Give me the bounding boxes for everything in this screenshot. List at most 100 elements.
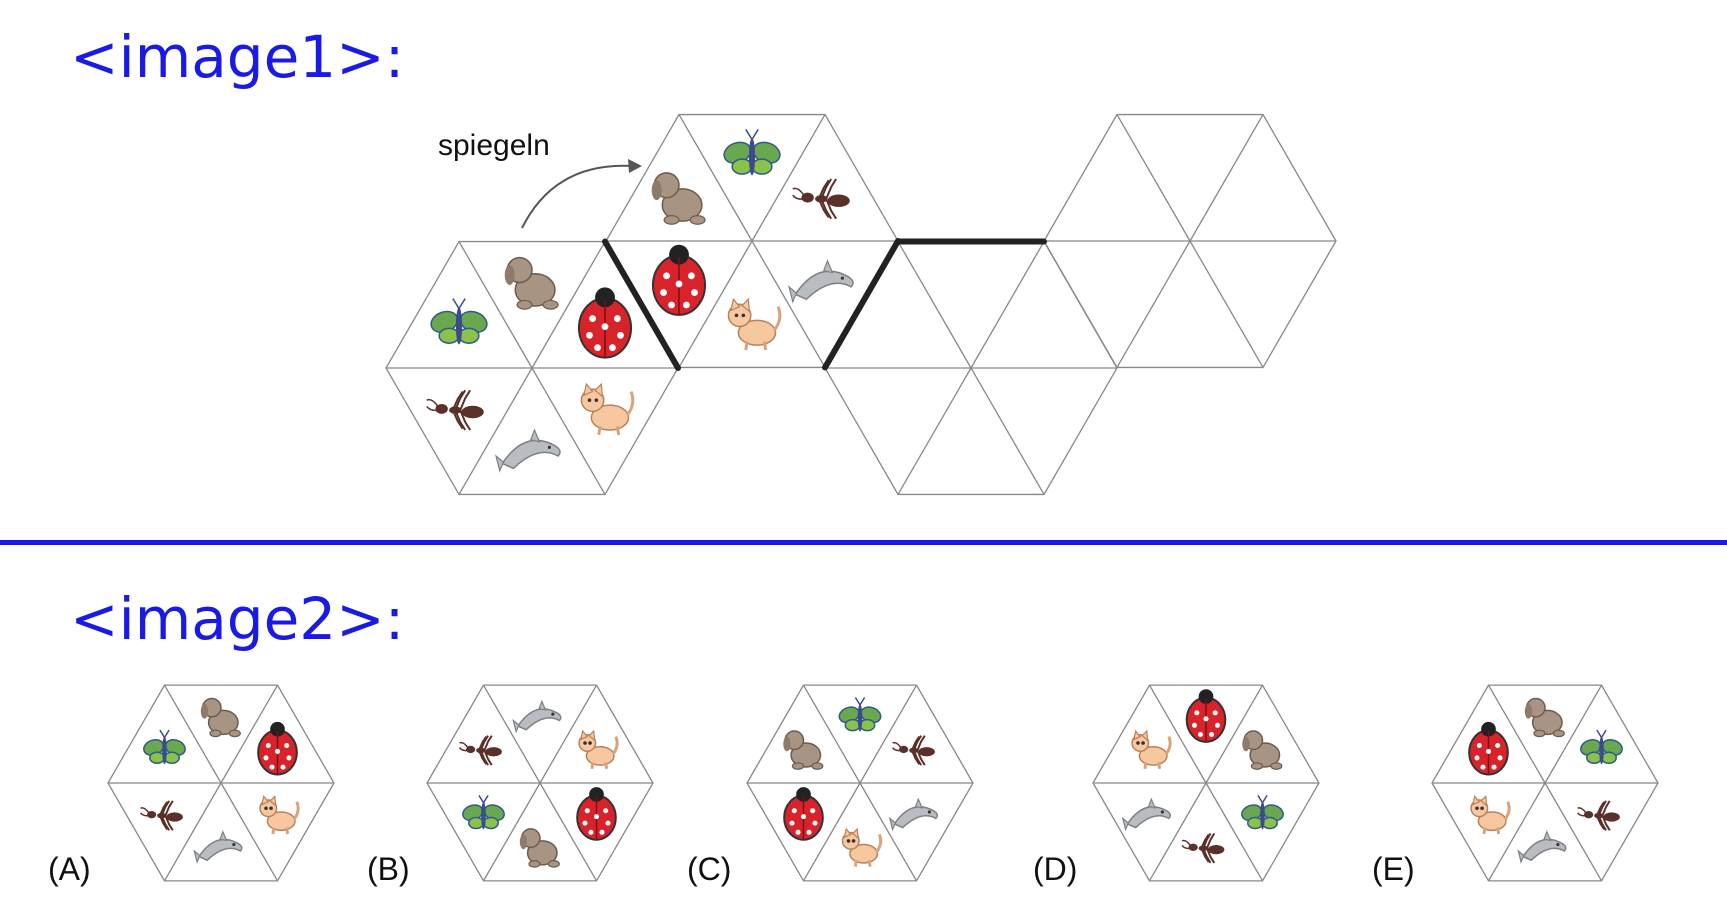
dog-icon — [504, 256, 559, 310]
butterfly-icon — [1241, 794, 1284, 830]
dog-icon — [1242, 730, 1283, 770]
net-hexagon-mirrored — [605, 113, 899, 369]
butterfly-icon — [1580, 729, 1623, 765]
triangle-edge — [539, 684, 598, 784]
triangle-edge — [482, 782, 541, 882]
dolphin-icon — [888, 797, 939, 832]
triangle-edge — [163, 782, 222, 882]
dog-icon — [1524, 697, 1565, 738]
triangle-edge — [859, 782, 918, 882]
dolphin-icon — [788, 259, 854, 304]
ant-icon — [792, 178, 850, 220]
butterfly-icon — [430, 298, 488, 345]
dog-icon — [651, 172, 706, 225]
option-hexagon-1 — [107, 684, 335, 882]
ant-icon — [458, 735, 502, 766]
option-hexagon-4 — [1092, 684, 1320, 882]
ladybug-icon — [257, 721, 298, 776]
triangle-edge — [1189, 114, 1264, 242]
dolphin-icon — [193, 830, 243, 864]
cat-icon — [580, 382, 635, 436]
option-hexagon-3 — [746, 684, 974, 882]
triangle-edge — [802, 684, 861, 784]
triangle-edge — [163, 684, 222, 784]
option-hexagon-5 — [1431, 684, 1659, 882]
cat-icon — [841, 827, 883, 867]
option-letter: (C) — [687, 851, 731, 887]
butterfly-icon — [462, 794, 505, 830]
triangle-edge — [1487, 782, 1546, 882]
cat-icon — [727, 297, 782, 351]
ladybug-icon — [651, 244, 707, 316]
ladybug-icon — [1185, 689, 1227, 743]
butterfly-icon — [838, 697, 882, 732]
triangle-edge — [220, 684, 279, 784]
triangle-edge — [220, 782, 279, 882]
mirror-arrowhead — [628, 159, 642, 173]
net-hexagon-empty-2 — [1043, 113, 1337, 369]
triangle-edge — [1205, 782, 1264, 882]
image2-label: <image2>: — [70, 585, 405, 653]
option-letter: (B) — [367, 851, 410, 887]
triangle-edge — [678, 114, 753, 242]
triangle-edge — [897, 241, 972, 369]
ant-icon — [139, 800, 183, 831]
cat-icon — [259, 794, 300, 835]
net-hexagon-source — [385, 240, 679, 496]
triangle-edge — [1487, 684, 1546, 784]
triangle-edge — [482, 684, 541, 784]
dolphin-icon — [512, 699, 562, 734]
option-letter: (D) — [1033, 851, 1077, 887]
cat-icon — [578, 729, 619, 769]
ladybug-icon — [1468, 721, 1509, 776]
triangle-edge — [897, 367, 972, 495]
ant-icon — [1576, 800, 1620, 831]
section-divider — [0, 540, 1727, 545]
mirror-arrow — [521, 164, 633, 229]
triangle-edge — [1116, 114, 1191, 242]
fold-edge-2 — [822, 238, 901, 371]
cat-icon — [1470, 794, 1511, 835]
triangle-edge — [678, 240, 753, 368]
triangle-edge — [1205, 684, 1264, 784]
triangle-edge — [970, 241, 1045, 369]
ladybug-icon — [577, 287, 633, 359]
triangle-edge — [751, 114, 826, 242]
option-letter: (A) — [48, 851, 91, 887]
triangle-edge — [1544, 684, 1603, 784]
butterfly-icon — [143, 729, 186, 765]
option-hexagon-2 — [426, 684, 654, 882]
butterfly-icon — [723, 129, 781, 176]
ant-icon — [1181, 832, 1225, 864]
cat-icon — [1131, 729, 1172, 769]
dolphin-icon — [1517, 830, 1567, 864]
dog-icon — [783, 730, 824, 770]
dolphin-icon — [1121, 797, 1172, 832]
triangle-edge — [802, 782, 861, 882]
dolphin-icon — [495, 428, 561, 473]
fold-edge-1 — [602, 238, 681, 371]
triangle-edge — [531, 241, 606, 369]
triangle-edge — [859, 684, 918, 784]
ant-icon — [426, 389, 484, 431]
triangle-edge — [970, 367, 1045, 495]
ladybug-icon — [576, 787, 617, 841]
image1-label: <image1>: — [70, 23, 405, 91]
triangle-edge — [751, 240, 826, 368]
ladybug-icon — [783, 787, 824, 841]
triangle-edge — [539, 782, 598, 882]
triangle-edge — [458, 367, 533, 495]
triangle-edge — [1148, 782, 1207, 882]
triangle-edge — [1189, 240, 1264, 368]
dog-icon — [519, 828, 560, 868]
ant-icon — [891, 735, 935, 766]
triangle-edge — [1116, 240, 1191, 368]
option-letter: (E) — [1372, 851, 1415, 887]
triangle-edge — [531, 367, 606, 495]
dog-icon — [200, 697, 241, 738]
triangle-edge — [1148, 684, 1207, 784]
mirror-annotation: spiegeln — [438, 129, 550, 162]
triangle-edge — [1544, 782, 1603, 882]
triangle-edge — [458, 241, 533, 369]
